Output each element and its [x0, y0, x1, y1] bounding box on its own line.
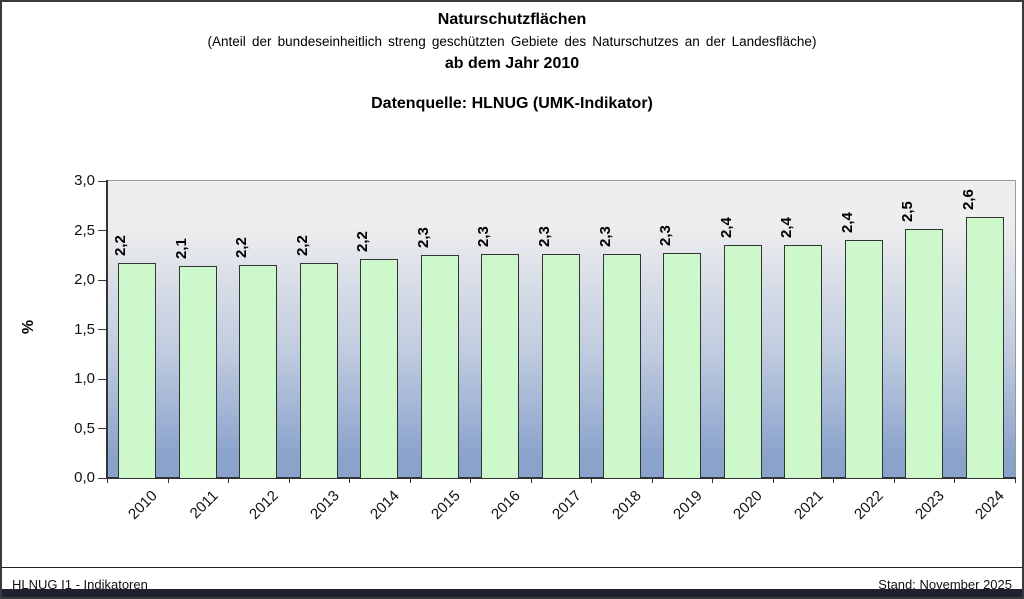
y-axis-tick-label: 0,0: [74, 469, 95, 486]
x-axis-label-2021: 2021: [790, 487, 827, 523]
chart-subtitle: (Anteil der bundeseinheitlich streng ges…: [207, 34, 817, 49]
bar-2018: [602, 254, 641, 478]
bar-value-label: 2,4: [717, 217, 735, 238]
bar-value-label: 2,6: [959, 189, 977, 210]
bar-2016: [481, 254, 520, 478]
bar-2014: [360, 259, 399, 478]
footer-right-text: Stand: November 2025: [878, 577, 1012, 592]
x-axis-tick: [167, 478, 169, 483]
x-axis-tick: [228, 478, 230, 483]
x-axis-tick: [530, 478, 532, 483]
x-axis-label-2010: 2010: [124, 487, 161, 523]
y-axis-tick-label: 1,0: [74, 370, 95, 387]
bar-2012: [239, 265, 278, 478]
x-axis-tick: [1015, 478, 1016, 483]
x-axis-label-2023: 2023: [911, 487, 948, 523]
bar-value-label: 2,3: [536, 226, 553, 247]
y-axis-tick-label: 3,0: [74, 172, 95, 189]
y-axis-line: [106, 180, 108, 479]
x-axis-label-2015: 2015: [427, 487, 464, 523]
bar-value-label: 2,2: [354, 231, 372, 252]
x-axis-tick: [349, 478, 351, 483]
plot-area: 2,2 2,1 2,2 2,2 2,2 2,3 2,3 2,3 2,3 2,3 2,4 2,4 2,4 2…: [74, 172, 1016, 523]
y-axis-tick: [98, 428, 106, 429]
footer-divider: [2, 567, 1022, 568]
x-axis-label-2014: 2014: [367, 487, 403, 523]
footer-left-text: HLNUG I1 - Indikatoren: [12, 577, 148, 592]
y-axis-tick: [98, 230, 106, 231]
x-axis-tick: [712, 478, 714, 483]
y-axis-title: %: [20, 319, 38, 335]
bar-value-label: 2,3: [657, 225, 675, 246]
chart-period: ab dem Jahr 2010: [444, 55, 580, 72]
bottom-accent-bar: [2, 589, 1022, 597]
x-axis-label-2020: 2020: [730, 487, 766, 523]
y-axis-tick-label: 0,5: [74, 419, 95, 437]
bar-2010: [118, 263, 157, 478]
bar-2011: [178, 266, 217, 478]
x-axis-label-2012: 2012: [246, 487, 282, 523]
y-axis-tick-label: 1,5: [74, 320, 95, 338]
x-axis-tick: [833, 478, 835, 483]
bar-2019: [663, 253, 702, 478]
x-axis-label-2024: 2024: [972, 487, 1009, 523]
bar-value-label: 2,2: [233, 237, 251, 258]
bar-2020: [723, 245, 762, 478]
y-axis-tick: [98, 378, 106, 380]
x-axis-line: [106, 477, 1016, 479]
bar-2023: [905, 229, 944, 478]
bar-2024: [965, 217, 1004, 478]
x-axis-tick: [409, 478, 411, 483]
bar-value-label: 2,4: [778, 217, 796, 238]
bar-value-label: 2,2: [112, 235, 130, 256]
y-axis-tick-label: 2,0: [74, 271, 95, 288]
x-axis-tick: [651, 478, 653, 483]
chart-source: Datenquelle: HLNUG (UMK-Indikator): [371, 95, 653, 112]
x-axis-tick: [772, 478, 774, 483]
y-axis-tick: [98, 180, 106, 182]
bar-value-label: 2,1: [172, 238, 190, 259]
bar-value-label: 2,3: [414, 227, 432, 248]
bar-value-label: 2,2: [293, 235, 311, 256]
bar-2013: [299, 263, 338, 478]
bar-value-label: 2,3: [475, 226, 493, 247]
x-axis-label-2018: 2018: [609, 487, 645, 523]
bar-value-label: 2,4: [838, 212, 856, 233]
x-axis-label-2016: 2016: [488, 487, 524, 523]
x-axis-tick: [107, 478, 108, 483]
y-axis-tick-label: 2,5: [74, 221, 95, 239]
bar-2021: [784, 245, 823, 478]
y-axis-tick: [98, 477, 106, 479]
x-axis-label-2017: 2017: [548, 487, 585, 523]
x-axis-label-2011: 2011: [186, 487, 222, 523]
bar-2017: [542, 254, 580, 478]
x-axis-tick: [954, 478, 956, 483]
bar-2022: [844, 240, 883, 478]
bar-value-label: 2,3: [596, 226, 614, 247]
chart-title: Naturschutzflächen: [437, 11, 587, 28]
x-axis-label-2019: 2019: [669, 487, 706, 523]
x-axis-label-2013: 2013: [306, 487, 343, 523]
x-axis-label-2022: 2022: [851, 487, 887, 523]
x-axis-tick: [470, 478, 472, 483]
y-axis-tick: [98, 329, 106, 330]
y-axis-tick: [98, 279, 106, 281]
x-axis-tick: [893, 478, 895, 483]
x-axis-tick: [288, 478, 290, 483]
bar-2015: [420, 255, 459, 478]
x-axis-tick: [591, 478, 593, 483]
bar-value-label: 2,5: [899, 201, 917, 222]
